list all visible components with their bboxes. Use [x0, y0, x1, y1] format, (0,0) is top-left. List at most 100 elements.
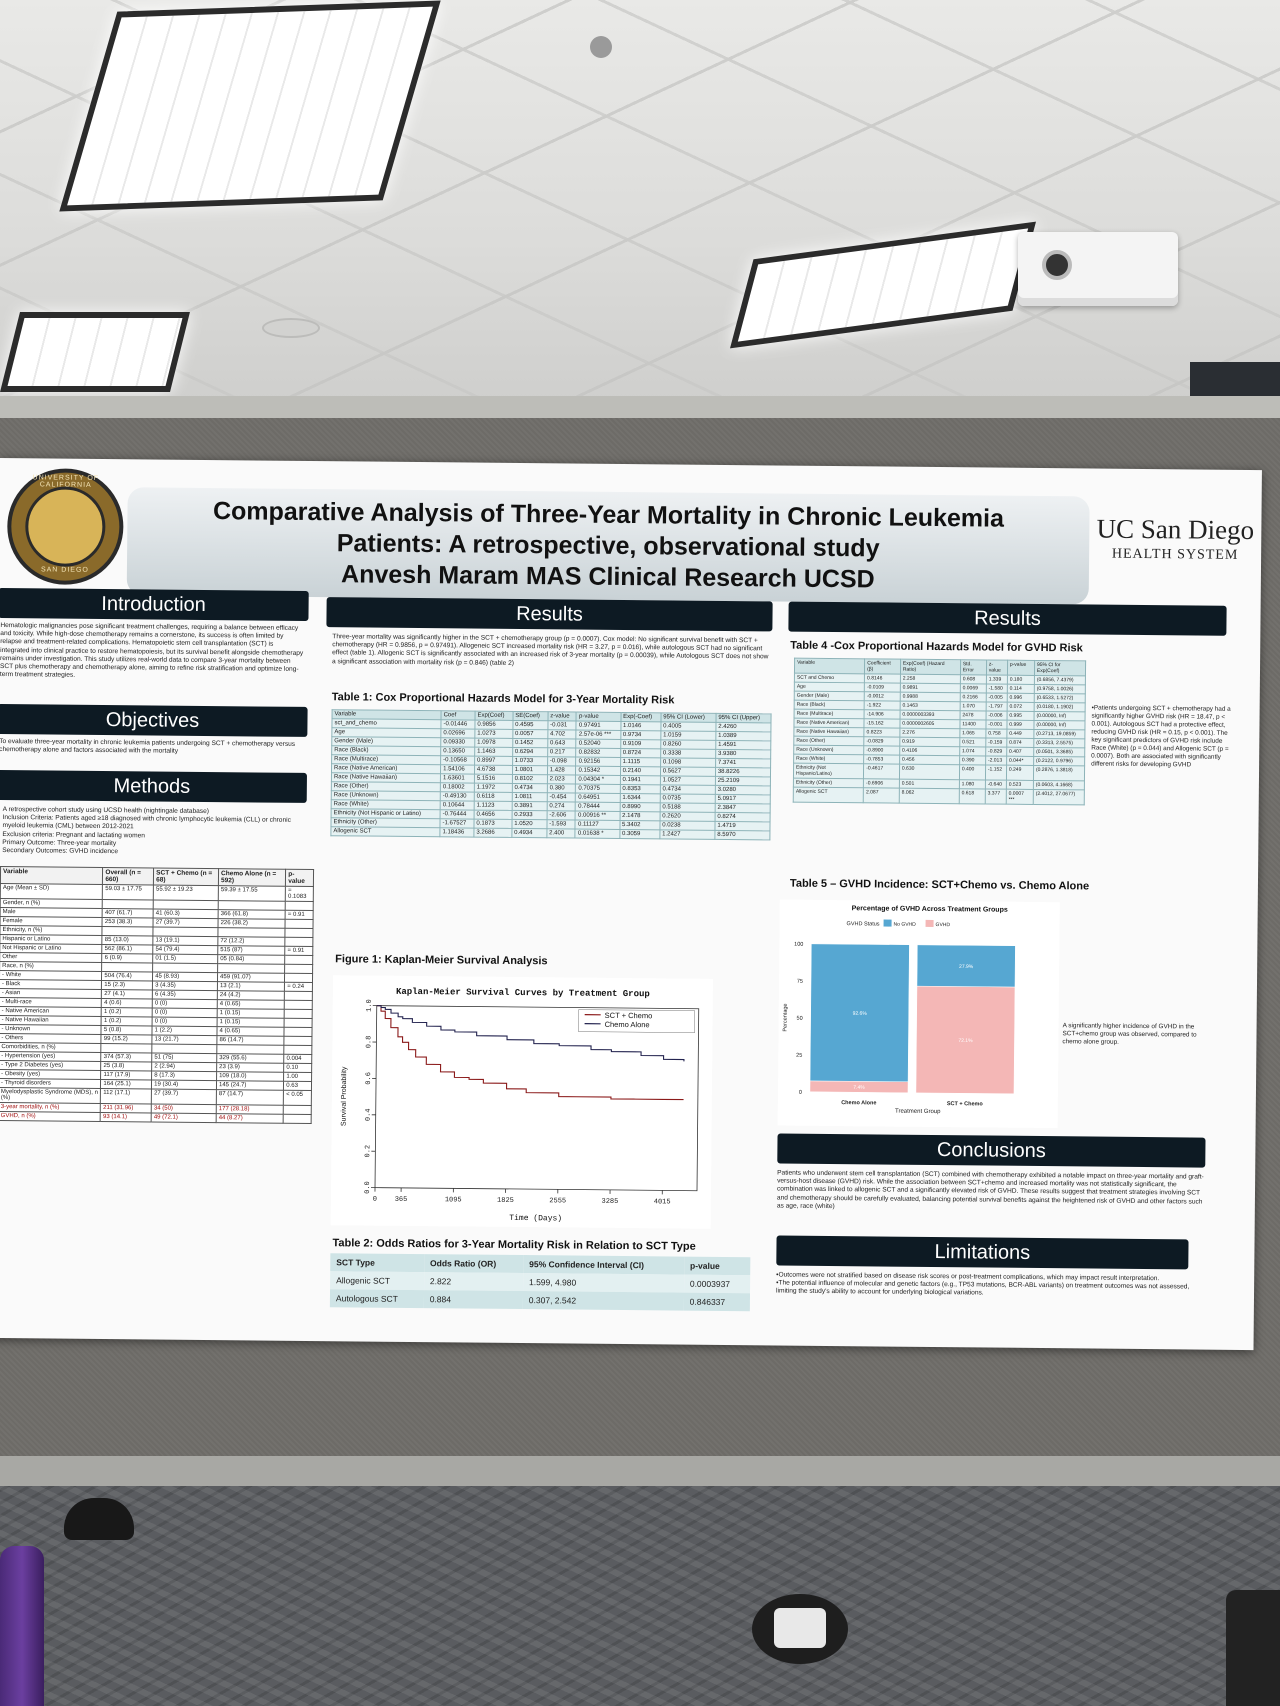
water-bottle: [0, 1546, 44, 1706]
table-cell: 0.00916 **: [575, 811, 620, 821]
km-legend-label: Chemo Alone: [605, 1020, 650, 1029]
table-cell: 0.390: [959, 755, 986, 765]
table-cell: = 0.1083: [285, 886, 314, 902]
table-header-cell: z-value: [986, 659, 1008, 676]
table-cell: 117 (17.9): [100, 1070, 152, 1080]
bag: [1226, 1590, 1280, 1706]
km-x-tick-label: 4015: [654, 1198, 671, 1206]
projector-lens: [1042, 250, 1072, 280]
table-cell: 1.1115: [620, 757, 661, 767]
table-cell: 1.0811: [511, 792, 548, 802]
table-cell: 0.10644: [440, 800, 475, 811]
table-cell: 1 (0.2): [101, 1016, 153, 1026]
table-header-cell: SCT + Chemo (n = 68): [153, 867, 219, 886]
figure1-title: Figure 1: Kaplan-Meier Survival Analysis: [335, 953, 548, 968]
table-cell: 1.1463: [474, 747, 513, 757]
table-header-cell: Exp(Coef) (Hazard Ratio): [900, 659, 961, 675]
table-cell: 0.004: [283, 1054, 312, 1064]
km-x-tick-label: 2555: [549, 1197, 566, 1205]
table-cell: (0.6533, 1.5272): [1034, 693, 1086, 703]
table-header-cell: p-value: [285, 869, 314, 887]
introduction-heading: Introduction: [0, 587, 309, 621]
table-header-cell: p-value: [1007, 660, 1035, 676]
table-cell: -0.454: [546, 792, 576, 803]
table-cell: -2.606: [546, 810, 576, 821]
table-cell: [284, 991, 313, 1001]
table-cell: -0.76444: [440, 809, 475, 820]
gvhd-data-label: 27.9%: [959, 964, 974, 970]
ucsd-health-logo: UC San Diego HEALTH SYSTEM: [1095, 514, 1255, 565]
table-cell: 25 (3.8): [101, 1061, 152, 1071]
gvhd-chart-title: Percentage of GVHD Across Treatment Grou…: [852, 905, 1008, 913]
table-header-cell: Coefficient (β): [864, 658, 901, 675]
table-cell: 0.6294: [512, 747, 548, 757]
cox-gvhd-table: Variable Coefficient (β) Exp(Coef) (Hazard…: [793, 658, 1086, 806]
research-poster: UNIVERSITY OF CALIFORNIA SAN DIEGO Compa…: [0, 458, 1262, 1351]
table-cell: 1.1972: [474, 783, 513, 793]
table-cell: (0.00000, Inf): [1033, 720, 1086, 730]
table2-wrap: SCT Type Odds Ratio (OR) 95% Confidence In…: [329, 1253, 751, 1312]
table-cell: 0.3891: [511, 801, 547, 811]
seal-text-bottom: SAN DIEGO: [40, 566, 89, 574]
table-cell: [102, 926, 154, 936]
table-cell: -0.6906: [863, 778, 900, 789]
table-cell: 4.6738: [474, 765, 513, 775]
table-cell: 1.074: [959, 746, 986, 756]
table-cell: 0.407: [1006, 747, 1034, 757]
table-cell: -0.005: [986, 692, 1008, 703]
table-cell: 211 (31.96): [100, 1103, 152, 1113]
km-y-tick-label: 0.8: [365, 1036, 373, 1049]
table-cell: 0.630: [899, 764, 960, 780]
table-cell: = 0.91: [285, 946, 313, 956]
table-cell: 1.080: [959, 779, 986, 789]
table-cell: 1.428: [547, 765, 577, 776]
table-cell: 2478: [959, 710, 986, 720]
km-series-line: [376, 1005, 685, 1062]
table-cell: 1.18436: [439, 827, 474, 838]
conclusions-text: Patients who underwent stem cell transpl…: [776, 1169, 1204, 1210]
table-cell: (0.2713, 19.0859): [1033, 729, 1085, 739]
table-cell: [101, 962, 153, 972]
table-cell: -0.01446: [440, 719, 475, 730]
km-y-tick-label: 1.0: [366, 999, 374, 1012]
table-cell: 1.0146: [620, 721, 661, 731]
sprinkler-head: [590, 36, 612, 58]
table-cell: 4.702: [547, 729, 577, 740]
table-cell: 1.2427: [659, 829, 715, 840]
table-cell: -0.829: [985, 746, 1007, 757]
km-y-tick-label: 0.2: [364, 1145, 372, 1158]
table-cell: 5.3402: [619, 820, 660, 830]
table-cell: 0.846337: [683, 1292, 751, 1312]
demographics-row: GVHD, n (%) 93 (14.1) 49 (72.1) 44 (8.27): [0, 1111, 312, 1124]
table-cell: 1.339: [986, 674, 1008, 685]
ucsd-logo-sub: HEALTH SYSTEM: [1111, 546, 1239, 563]
gvhd-x-tick-label: SCT + Chemo: [947, 1101, 984, 1107]
gvhd-y-tick-label: 0: [799, 1090, 802, 1096]
km-x-tick-label: 365: [395, 1196, 408, 1204]
table-cell: 1.0801: [512, 765, 548, 775]
outlet-plate: [774, 1608, 826, 1648]
table-cell: [285, 937, 313, 947]
table4-wrap: Variable Coefficient (β) Exp(Coef) (Hazard…: [793, 658, 1086, 806]
table-cell: -2.013: [985, 755, 1007, 766]
table-cell: 0.15342: [575, 766, 621, 776]
table-cell: -0.640: [985, 779, 1007, 790]
km-x-tick-label: 1095: [445, 1196, 462, 1204]
table-cell: 6 (0.9): [102, 953, 153, 963]
table-cell: [283, 1105, 312, 1115]
table-cell: -0.006: [985, 710, 1007, 721]
table-cell: [102, 899, 154, 909]
table-cell: 5.1516: [474, 774, 513, 784]
table-cell: = 0.91: [285, 910, 314, 920]
gvhd-y-tick-label: 100: [794, 942, 803, 948]
table-cell: 0.0003937: [683, 1274, 751, 1294]
gvhd-bar-segment: [809, 943, 910, 1083]
table-cell: Allogenic SCT: [330, 1271, 424, 1291]
table-cell: 0.02696: [440, 728, 475, 739]
km-legend-box: [578, 1009, 695, 1033]
table-cell: -0.10568: [440, 755, 475, 766]
table-cell: Ethnicity (Not Hispanic/Latino): [793, 763, 864, 779]
table-cell: -1.152: [985, 764, 1007, 781]
table-cell: 0.608: [960, 674, 987, 684]
table-cell: 49 (72.1): [151, 1112, 217, 1123]
